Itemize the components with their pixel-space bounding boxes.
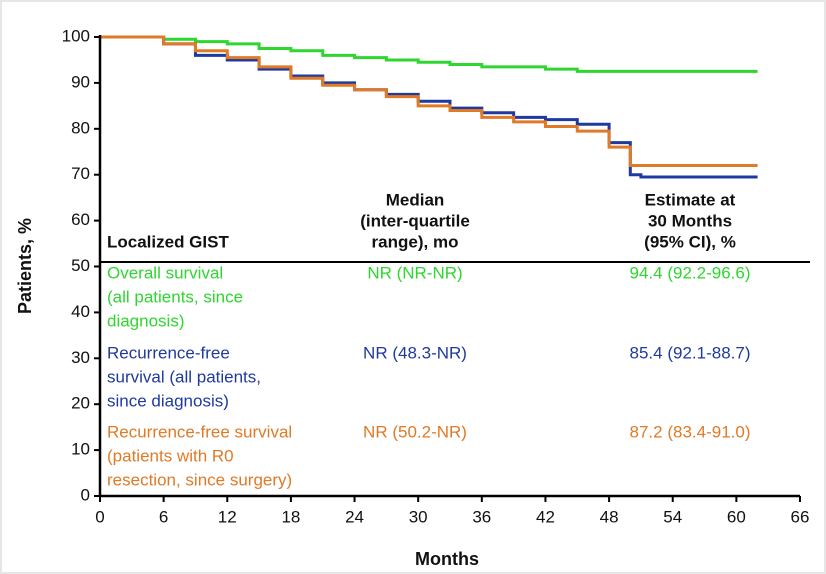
row-label: Overall survival: [107, 263, 223, 282]
row-estimate: 94.4 (92.2-96.6): [630, 263, 751, 282]
x-axis-label: Months: [415, 549, 479, 569]
y-axis-label: Patients, %: [15, 218, 35, 314]
y-tick-label: 40: [71, 302, 90, 321]
table-header: range), mo: [372, 232, 459, 251]
row-median: NR (50.2-NR): [363, 422, 467, 441]
y-tick-label: 100: [62, 26, 90, 45]
x-tick-label: 60: [727, 507, 746, 526]
x-tick-label: 54: [663, 507, 682, 526]
table-header: Median: [386, 190, 445, 209]
row-label: survival (all patients,: [107, 367, 261, 386]
row-label: (all patients, since: [107, 287, 243, 306]
y-tick-label: 80: [71, 118, 90, 137]
y-tick-label: 70: [71, 164, 90, 183]
x-tick-label: 42: [536, 507, 555, 526]
x-tick-label: 36: [472, 507, 491, 526]
table-header: (95% CI), %: [644, 232, 736, 251]
x-tick-label: 12: [218, 507, 237, 526]
row-label: since diagnosis): [107, 391, 229, 410]
y-tick-label: 30: [71, 348, 90, 367]
row-label: Recurrence-free survival: [107, 422, 292, 441]
row-estimate: 87.2 (83.4-91.0): [630, 422, 751, 441]
y-tick-label: 10: [71, 440, 90, 459]
row-estimate: 85.4 (92.1-88.7): [630, 343, 751, 362]
x-tick-label: 30: [409, 507, 428, 526]
row-median: NR (NR-NR): [367, 263, 462, 282]
y-tick-label: 50: [71, 256, 90, 275]
row-label: resection, since surgery): [107, 470, 292, 489]
table-header: 30 Months: [648, 211, 732, 230]
row-label: diagnosis): [107, 311, 185, 330]
survival-curve: [100, 35, 758, 168]
row-label: (patients with R0: [107, 446, 234, 465]
row-median: NR (48.3-NR): [363, 343, 467, 362]
x-tick-label: 18: [281, 507, 300, 526]
y-tick-label: 60: [71, 210, 90, 229]
x-tick-label: 24: [345, 507, 364, 526]
x-tick-label: 66: [791, 507, 810, 526]
table-header: Localized GIST: [107, 232, 229, 251]
survival-curve: [100, 35, 758, 73]
table-header: Estimate at: [645, 190, 736, 209]
x-tick-label: 0: [95, 507, 104, 526]
table-header: (inter-quartile: [360, 211, 470, 230]
y-tick-label: 90: [71, 72, 90, 91]
y-tick-label: 20: [71, 394, 90, 413]
x-tick-label: 48: [600, 507, 619, 526]
row-label: Recurrence-free: [107, 343, 230, 362]
y-tick-label: 0: [81, 485, 90, 504]
x-tick-label: 6: [159, 507, 168, 526]
